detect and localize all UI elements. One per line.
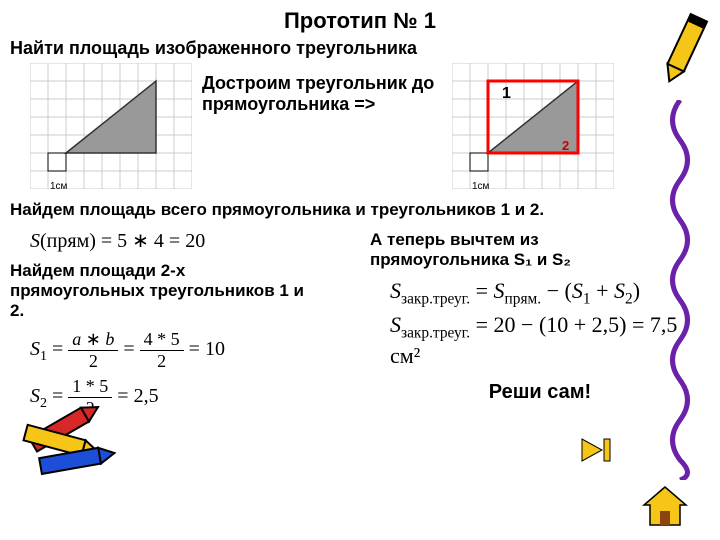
crayon-icon-top [655, 5, 715, 95]
step2-text: Найдем площади 2-х прямоугольных треугол… [0, 255, 360, 327]
region-label-2: 2 [562, 138, 569, 153]
next-button[interactable] [580, 435, 620, 465]
task-subtitle: Найти площадь изображенного треугольника [0, 34, 720, 63]
home-button[interactable] [640, 485, 690, 530]
squiggle-decoration [660, 100, 700, 480]
formula-rect: S(прям) = 5 ∗ 4 = 20 [0, 226, 360, 255]
construct-text: Достроим треугольник до прямоугольника =… [192, 63, 452, 115]
step1-text: Найдем площадь всего прямоугольника и тр… [0, 194, 720, 226]
triangle-grid-2: 1см 1 2 [452, 63, 614, 194]
formula-s1: S1 = a ∗ b2 = 4 * 52 = 10 [0, 327, 360, 374]
unit-label-1: 1см [50, 181, 67, 192]
region-label-1: 1 [502, 85, 511, 103]
unit-label-2: 1см [472, 181, 489, 192]
page-title: Прототип № 1 [0, 0, 720, 34]
triangle-grid-1: 1см [30, 63, 192, 194]
crayon-icon-bottom [5, 380, 145, 480]
